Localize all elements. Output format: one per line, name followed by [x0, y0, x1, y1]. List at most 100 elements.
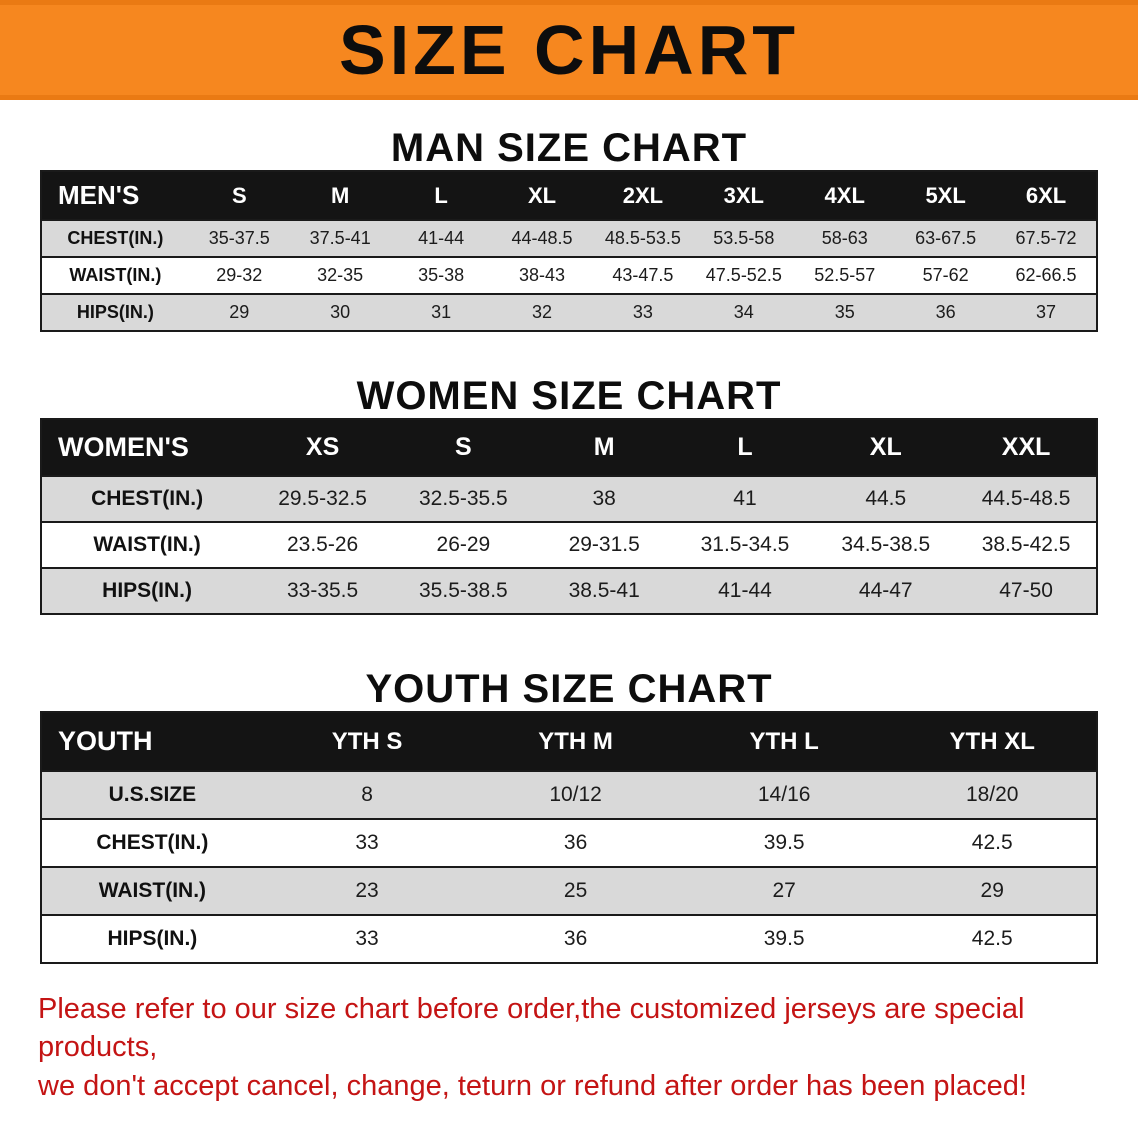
size-value-cell: 33 — [632, 302, 653, 322]
youth-size-section: YOUTH SIZE CHART YOUTH YTH S YTH M YTH L YTH… — [0, 667, 1138, 964]
size-value-cell: 44-47 — [858, 579, 913, 602]
size-value-cell: 44.5-48.5 — [981, 487, 1071, 510]
row-label: HIPS(IN.) — [107, 927, 198, 950]
table-row: HIPS(IN.) 29 30 31 32 33 34 35 36 37 — [41, 294, 1097, 331]
youth-section-heading: YOUTH SIZE CHART — [365, 667, 773, 711]
row-label: HIPS(IN.) — [102, 579, 193, 602]
disclaimer-line-1: Please refer to our size chart before or… — [38, 993, 1025, 1064]
size-header-cell: S — [455, 433, 472, 461]
size-value-cell: 31.5-34.5 — [700, 533, 790, 556]
size-value-cell: 42.5 — [971, 927, 1013, 950]
size-value-cell: 10/12 — [549, 783, 602, 806]
men-size-section: MAN SIZE CHART MEN'S S M L XL 2XL 3XL 4XL 5XL 6XL… — [0, 126, 1138, 332]
size-value-cell: 18/20 — [965, 783, 1019, 806]
size-header-cell: YTH L — [749, 727, 819, 755]
size-value-cell: 30 — [330, 302, 351, 322]
size-header-cell: XL — [527, 182, 557, 208]
women-size-section: WOMEN SIZE CHART WOMEN'S XS S M L XL XXL CHEST(… — [0, 374, 1138, 615]
table-title-cell: MEN'S — [58, 180, 140, 210]
size-value-cell: 29-32 — [216, 265, 263, 285]
size-header-cell: XXL — [1001, 433, 1051, 461]
table-row: WAIST(IN.) 29-32 32-35 35-38 38-43 43-47.5 47.… — [41, 257, 1097, 294]
size-header-cell: 6XL — [1025, 182, 1067, 208]
size-header-cell: YTH M — [538, 727, 613, 755]
page-title: SIZE CHART — [339, 11, 799, 89]
size-value-cell: 35 — [834, 302, 855, 322]
size-value-cell: 48.5-53.5 — [604, 228, 681, 248]
size-header-cell: 3XL — [723, 182, 764, 208]
size-header-cell: 5XL — [925, 182, 966, 208]
size-header-cell: L — [434, 182, 448, 208]
size-value-cell: 37.5-41 — [309, 228, 371, 248]
size-value-cell: 33-35.5 — [286, 579, 359, 602]
size-value-cell: 26-29 — [436, 533, 491, 556]
size-value-cell: 32 — [531, 302, 553, 322]
size-value-cell: 62-66.5 — [1015, 265, 1077, 285]
table-title-cell: WOMEN'S — [58, 432, 189, 462]
size-value-cell: 53.5-58 — [713, 228, 775, 248]
size-value-cell: 41-44 — [418, 228, 465, 248]
women-size-table: WOMEN'S XS S M L XL XXL CHEST(IN.) 29.5-32.5 32.5… — [40, 418, 1098, 615]
size-header-cell: XS — [305, 433, 340, 461]
size-value-cell: 37 — [1036, 302, 1057, 322]
size-value-cell: 42.5 — [971, 831, 1013, 854]
row-label: WAIST(IN.) — [93, 533, 201, 556]
size-header-cell: M — [331, 182, 350, 208]
size-value-cell: 39.5 — [763, 831, 805, 854]
size-value-cell: 36 — [563, 831, 588, 854]
size-value-cell: 25 — [563, 879, 588, 902]
table-row: HIPS(IN.) 33 36 39.5 42.5 — [41, 915, 1097, 963]
size-header-cell: XL — [869, 433, 902, 461]
size-value-cell: 29-31.5 — [568, 533, 640, 556]
size-header-cell: 4XL — [824, 182, 865, 208]
size-value-cell: 44.5 — [865, 487, 907, 510]
size-value-cell: 38.5-41 — [568, 579, 640, 602]
size-value-cell: 35-38 — [418, 265, 465, 285]
size-value-cell: 41 — [733, 487, 757, 510]
size-value-cell: 52.5-57 — [814, 265, 876, 285]
size-header-cell: YTH XL — [949, 727, 1035, 755]
row-label: CHEST(IN.) — [91, 487, 204, 510]
size-value-cell: 35-37.5 — [208, 228, 270, 248]
row-label: U.S.SIZE — [108, 783, 197, 806]
size-value-cell: 57-62 — [922, 265, 969, 285]
table-header-row: WOMEN'S XS S M L XL XXL — [41, 419, 1097, 476]
youth-size-table: YOUTH YTH S YTH M YTH L YTH XL U.S.SIZE 8 10/12… — [40, 711, 1098, 964]
table-row: WAIST(IN.) 23.5-26 26-29 29-31.5 31.5-34.5 34… — [41, 522, 1097, 568]
size-value-cell: 38 — [592, 487, 616, 510]
women-section-heading: WOMEN SIZE CHART — [356, 374, 782, 418]
size-value-cell: 31 — [431, 302, 452, 322]
size-value-cell: 29.5-32.5 — [278, 487, 367, 510]
size-value-cell: 47-50 — [999, 579, 1053, 602]
size-header-cell: 2XL — [622, 182, 664, 208]
table-title-cell: YOUTH — [58, 726, 153, 756]
row-label: WAIST(IN.) — [98, 879, 207, 902]
table-row: CHEST(IN.) 33 36 39.5 42.5 — [41, 819, 1097, 867]
size-header-cell: M — [593, 433, 615, 461]
row-label: CHEST(IN.) — [96, 831, 209, 854]
size-value-cell: 33 — [355, 927, 379, 950]
size-value-cell: 8 — [361, 783, 373, 806]
size-value-cell: 27 — [772, 879, 796, 902]
banner: SIZE CHART — [0, 0, 1138, 100]
size-value-cell: 67.5-72 — [1015, 228, 1077, 248]
size-value-cell: 34.5-38.5 — [841, 533, 931, 556]
size-value-cell: 47.5-52.5 — [705, 265, 782, 285]
men-size-table: MEN'S S M L XL 2XL 3XL 4XL 5XL 6XL CHEST(IN.) 35-37… — [40, 170, 1098, 332]
men-section-heading: MAN SIZE CHART — [390, 126, 748, 170]
size-header-cell: S — [231, 182, 247, 208]
size-value-cell: 36 — [935, 302, 956, 322]
size-value-cell: 58-63 — [821, 228, 868, 248]
table-row: HIPS(IN.) 33-35.5 35.5-38.5 38.5-41 41-44 44-… — [41, 568, 1097, 614]
size-header-cell: YTH S — [331, 727, 403, 755]
size-value-cell: 63-67.5 — [915, 228, 977, 248]
disclaimer-line-2: we don't accept cancel, change, teturn o… — [38, 1069, 1027, 1102]
size-value-cell: 38.5-42.5 — [981, 533, 1071, 556]
table-row: CHEST(IN.) 29.5-32.5 32.5-35.5 38 41 44.5 44.5… — [41, 476, 1097, 522]
size-value-cell: 33 — [355, 831, 379, 854]
size-value-cell: 23.5-26 — [286, 533, 359, 556]
size-value-cell: 32.5-35.5 — [419, 487, 508, 510]
size-value-cell: 14/16 — [757, 783, 811, 806]
size-value-cell: 29 — [980, 879, 1004, 902]
